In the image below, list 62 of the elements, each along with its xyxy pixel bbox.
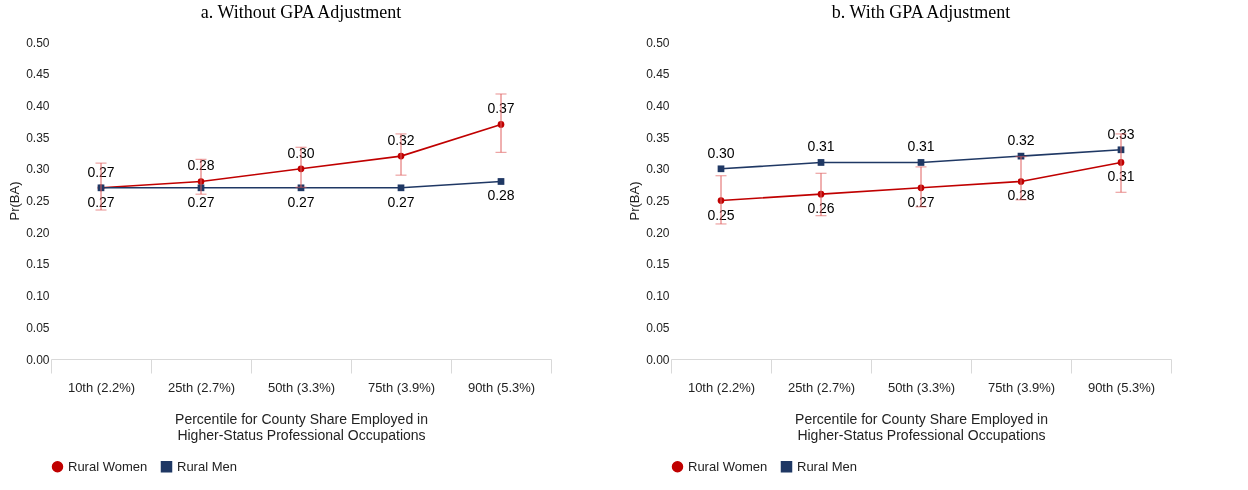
x-tick-label: 25th (2.7%) <box>787 379 856 395</box>
y-tick-label: 0.50 <box>646 35 670 50</box>
y-tick-label: 0.45 <box>26 67 50 82</box>
y-tick-label: 0.00 <box>646 352 670 367</box>
x-tick-label: 50th (3.3%) <box>267 379 336 395</box>
y-tick-label: 0.15 <box>26 257 50 272</box>
y-axis-title: Pr(BA) <box>627 181 643 221</box>
x-tick-label: 90th (5.3%) <box>467 379 536 395</box>
data-label: 0.30 <box>707 144 735 161</box>
data-label: 0.28 <box>487 187 515 204</box>
y-tick-label: 0.50 <box>26 35 50 50</box>
x-tick-label: 50th (3.3%) <box>887 379 956 395</box>
y-tick-label: 0.45 <box>646 67 670 82</box>
y-tick-label: 0.15 <box>646 257 670 272</box>
x-axis-title: Percentile for County Share Employed in Higher-Status Professional Occupations <box>175 410 428 443</box>
x-tick-label: 90th (5.3%) <box>1087 379 1156 395</box>
data-label: 0.30 <box>287 144 315 161</box>
y-tick-label: 0.30 <box>26 162 50 177</box>
data-label: 0.32 <box>387 132 415 149</box>
data-label: 0.27 <box>87 163 115 180</box>
x-tick-label: 25th (2.7%) <box>167 379 236 395</box>
data-label: 0.27 <box>287 193 315 210</box>
data-label: 0.37 <box>487 100 515 117</box>
x-tick-label: 75th (3.9%) <box>367 379 436 395</box>
data-label: 0.31 <box>1107 168 1135 185</box>
data-label: 0.27 <box>907 193 935 210</box>
y-tick-label: 0.20 <box>646 225 670 240</box>
data-label: 0.27 <box>187 193 215 210</box>
y-tick-label: 0.05 <box>646 320 670 335</box>
x-axis-title: Percentile for County Share Employed in Higher-Status Professional Occupations <box>795 410 1048 443</box>
data-label: 0.25 <box>707 206 735 223</box>
legend-label: Rural Men <box>177 458 237 474</box>
chart-title: b. With GPA Adjustment <box>831 2 1011 22</box>
legend-label: Rural Men <box>797 458 857 474</box>
data-label: 0.31 <box>807 138 835 155</box>
y-tick-label: 0.35 <box>646 130 670 145</box>
y-tick-label: 0.00 <box>26 352 50 367</box>
legend-label: Rural Women <box>68 458 148 474</box>
y-tick-label: 0.05 <box>26 320 50 335</box>
data-label: 0.27 <box>387 193 415 210</box>
y-tick-label: 0.30 <box>646 162 670 177</box>
data-label: 0.28 <box>187 157 215 174</box>
x-tick-label: 10th (2.2%) <box>687 379 756 395</box>
y-tick-label: 0.10 <box>26 289 50 304</box>
y-tick-label: 0.40 <box>26 98 50 113</box>
y-tick-label: 0.35 <box>26 130 50 145</box>
data-label: 0.31 <box>907 138 935 155</box>
data-label: 0.27 <box>87 193 115 210</box>
data-label: 0.28 <box>1007 187 1035 204</box>
y-tick-label: 0.25 <box>646 194 670 208</box>
data-label: 0.33 <box>1107 125 1135 142</box>
y-tick-label: 0.40 <box>646 98 670 113</box>
y-tick-label: 0.20 <box>26 225 50 240</box>
legend-label: Rural Women <box>688 458 768 474</box>
chart-title: a. Without GPA Adjustment <box>200 2 402 22</box>
data-label: 0.32 <box>1007 132 1035 149</box>
x-tick-label: 75th (3.9%) <box>987 379 1056 395</box>
y-axis-title: Pr(BA) <box>7 181 23 221</box>
y-tick-label: 0.10 <box>646 289 670 304</box>
x-tick-label: 10th (2.2%) <box>67 379 136 395</box>
y-tick-label: 0.25 <box>26 194 50 208</box>
data-label: 0.26 <box>807 200 835 217</box>
